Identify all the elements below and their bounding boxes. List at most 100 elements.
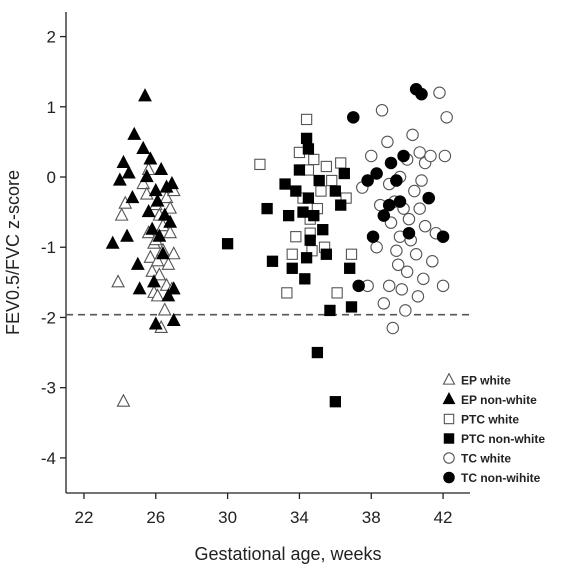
data-point-circle-filled xyxy=(370,167,383,180)
data-point-circle-open xyxy=(426,255,439,268)
series-circle-open xyxy=(356,86,453,335)
data-points xyxy=(105,82,453,408)
legend-marker-triangle-filled xyxy=(442,391,456,405)
data-point-circle-open xyxy=(440,111,453,124)
y-tick-label: -2 xyxy=(41,308,56,327)
data-point-square-filled xyxy=(304,234,316,246)
data-point-circle-open xyxy=(399,304,412,317)
data-point-triangle-open xyxy=(166,246,181,260)
data-point-square-filled xyxy=(302,143,315,155)
data-point-circle-open xyxy=(417,272,430,286)
legend-marker-circle-open xyxy=(443,452,455,464)
data-point-circle-open xyxy=(402,212,416,226)
data-point-square-filled xyxy=(313,174,325,187)
data-point-triangle-filled xyxy=(166,281,181,295)
data-point-triangle-filled xyxy=(143,151,158,165)
data-point-square-open xyxy=(286,248,298,260)
data-point-circle-filled xyxy=(347,111,360,124)
data-point-circle-open xyxy=(438,149,452,163)
data-point-square-filled xyxy=(320,248,333,260)
data-point-triangle-filled xyxy=(141,204,156,218)
legend-marker-square-open xyxy=(443,413,455,425)
data-point-circle-open xyxy=(381,135,394,149)
data-point-square-filled xyxy=(286,262,298,274)
data-point-triangle-filled xyxy=(139,168,154,183)
y-tick-label: 0 xyxy=(47,168,56,187)
data-point-triangle-filled xyxy=(116,154,131,169)
data-point-square-filled xyxy=(290,185,302,197)
data-point-square-filled xyxy=(282,209,295,222)
data-point-triangle-filled xyxy=(165,175,179,190)
data-point-triangle-open xyxy=(116,393,131,407)
data-point-circle-open xyxy=(413,202,426,215)
data-point-circle-open xyxy=(408,184,421,198)
data-point-circle-open xyxy=(433,86,446,100)
data-point-square-open xyxy=(300,113,313,126)
data-point-circle-filled xyxy=(415,87,428,101)
data-point-circle-open xyxy=(415,174,428,187)
y-axis-title: FEV0.5/FVC z-score xyxy=(3,170,23,335)
data-point-square-open xyxy=(326,174,338,187)
data-point-circle-open xyxy=(424,149,437,163)
data-point-triangle-open xyxy=(150,253,165,267)
data-point-circle-open xyxy=(377,297,391,310)
legend-marker-triangle-open xyxy=(442,372,456,385)
data-point-square-open xyxy=(308,153,320,166)
data-point-circle-filled xyxy=(366,230,380,243)
data-point-triangle-filled xyxy=(120,228,134,242)
data-point-square-open xyxy=(290,231,302,243)
data-point-triangle-filled xyxy=(136,140,151,154)
data-point-circle-filled xyxy=(402,226,416,240)
data-point-circle-filled xyxy=(361,174,374,187)
data-point-circle-filled xyxy=(436,230,450,243)
data-point-triangle-open xyxy=(163,225,178,239)
data-point-circle-open xyxy=(370,240,383,254)
data-point-square-filled xyxy=(293,164,306,176)
data-point-circle-open xyxy=(391,258,405,272)
series-triangle-open xyxy=(111,161,181,407)
data-point-square-open xyxy=(254,158,266,171)
data-point-triangle-open xyxy=(136,175,151,190)
data-point-triangle-filled xyxy=(154,161,169,176)
y-tick-label: 1 xyxy=(47,98,56,117)
data-point-square-filled xyxy=(302,192,315,204)
data-point-triangle-open xyxy=(114,207,129,221)
data-point-triangle-filled xyxy=(152,228,167,242)
data-point-triangle-filled xyxy=(148,182,163,197)
data-point-triangle-open xyxy=(143,249,158,263)
data-point-square-open xyxy=(345,248,358,260)
data-point-square-filled xyxy=(308,209,320,222)
x-tick-label: 34 xyxy=(290,508,309,527)
data-point-triangle-open xyxy=(157,302,172,316)
data-point-circle-open xyxy=(418,219,432,233)
data-point-square-filled xyxy=(279,178,291,190)
data-point-circle-open xyxy=(390,244,403,257)
legend-label: TC white xyxy=(461,452,511,466)
legend-label: PTC white xyxy=(461,413,519,427)
data-point-triangle-open xyxy=(150,288,165,302)
data-point-triangle-open xyxy=(161,256,176,270)
x-axis-title: Gestational age, weeks xyxy=(194,544,381,564)
legend-marker-square-filled xyxy=(443,433,455,444)
data-point-circle-filled xyxy=(377,209,391,222)
legend-label: EP non-white xyxy=(461,393,537,407)
data-point-square-filled xyxy=(344,262,356,274)
y-tick-label: -4 xyxy=(41,449,56,468)
legend-marker-circle-filled xyxy=(443,471,455,484)
data-point-circle-open xyxy=(395,283,409,296)
data-point-circle-filled xyxy=(390,174,403,187)
data-point-triangle-filled xyxy=(112,172,127,186)
data-point-square-filled xyxy=(338,167,350,180)
legend-label: PTC non-white xyxy=(461,432,545,446)
data-point-circle-filled xyxy=(393,195,407,208)
data-point-circle-open xyxy=(364,149,378,163)
legend: EP white EP non-white PTC white PTC non-whi… xyxy=(442,372,545,485)
data-point-square-open xyxy=(281,287,293,299)
data-point-square-filled xyxy=(300,132,313,145)
data-point-triangle-open xyxy=(152,267,167,281)
data-point-square-open xyxy=(315,185,327,197)
data-point-circle-open xyxy=(409,248,423,261)
data-point-triangle-open xyxy=(145,263,160,277)
